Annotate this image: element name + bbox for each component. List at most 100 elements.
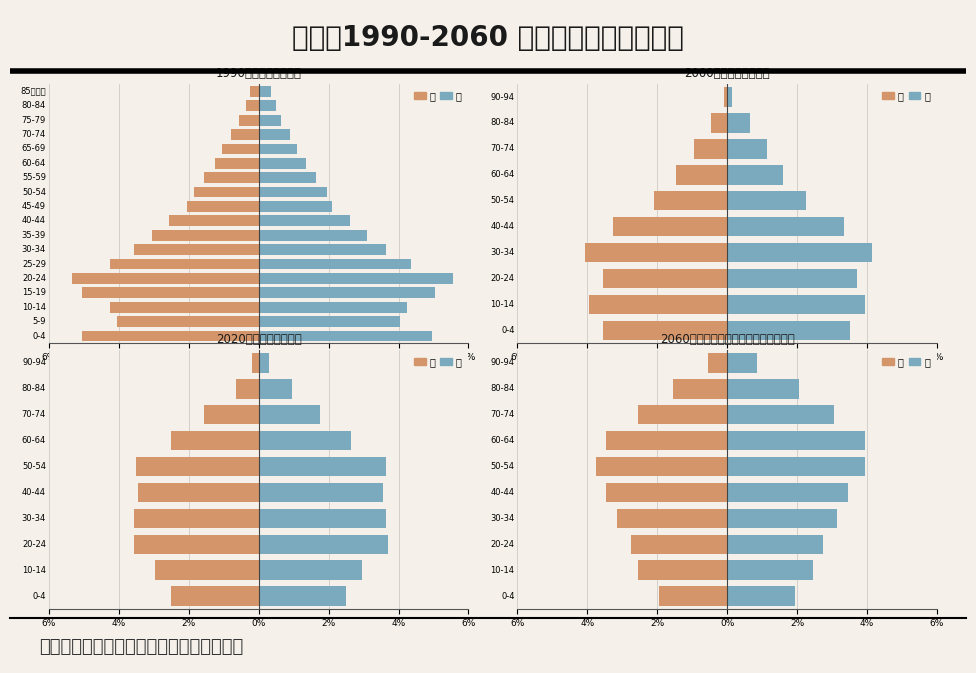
Title: 2060年中国人口金字塔（联合国预测）: 2060年中国人口金字塔（联合国预测）: [660, 333, 794, 346]
Bar: [259, 143, 297, 154]
Bar: [659, 586, 727, 606]
Bar: [171, 431, 259, 450]
Bar: [727, 483, 848, 502]
Bar: [187, 201, 259, 212]
Bar: [727, 191, 806, 211]
Bar: [603, 320, 727, 340]
Bar: [82, 330, 259, 341]
Legend: 男, 女: 男, 女: [880, 89, 932, 103]
Bar: [82, 287, 259, 298]
Bar: [727, 586, 795, 606]
Bar: [727, 534, 824, 554]
Bar: [259, 244, 386, 255]
Bar: [259, 483, 383, 502]
Legend: 男, 女: 男, 女: [412, 89, 464, 103]
Bar: [170, 215, 259, 226]
Bar: [596, 457, 727, 476]
Bar: [727, 405, 834, 425]
Bar: [110, 302, 259, 313]
Bar: [135, 534, 259, 554]
Bar: [727, 87, 732, 107]
Bar: [259, 201, 332, 212]
Bar: [259, 379, 292, 398]
Bar: [676, 165, 727, 184]
Bar: [259, 316, 400, 327]
Bar: [630, 534, 727, 554]
Bar: [723, 87, 727, 107]
Bar: [694, 139, 727, 159]
Title: 2020年中国人口金字塔: 2020年中国人口金字塔: [216, 333, 302, 346]
Bar: [135, 244, 259, 255]
Legend: 男, 女: 男, 女: [412, 355, 464, 369]
Bar: [259, 129, 290, 140]
Bar: [727, 139, 767, 159]
Bar: [617, 509, 727, 528]
Bar: [727, 379, 798, 398]
Bar: [259, 186, 327, 197]
Bar: [259, 586, 346, 606]
Bar: [259, 330, 431, 341]
Bar: [117, 316, 259, 327]
Bar: [712, 113, 727, 133]
Bar: [250, 86, 259, 97]
Bar: [259, 86, 271, 97]
Bar: [259, 405, 320, 425]
Bar: [259, 273, 453, 284]
Text: 资料来源：国家统计局，联合国，育娲人口: 资料来源：国家统计局，联合国，育娲人口: [39, 639, 243, 656]
Bar: [259, 114, 281, 125]
Bar: [110, 258, 259, 269]
Bar: [586, 243, 727, 262]
Bar: [638, 405, 727, 425]
Bar: [259, 258, 411, 269]
Bar: [727, 457, 866, 476]
Bar: [71, 273, 259, 284]
Bar: [246, 100, 259, 111]
Bar: [138, 483, 259, 502]
Bar: [152, 230, 259, 241]
Bar: [727, 561, 813, 580]
Bar: [614, 217, 727, 236]
Bar: [727, 295, 866, 314]
Bar: [589, 295, 727, 314]
Bar: [672, 379, 727, 398]
Bar: [259, 158, 305, 169]
Text: 图表：1990-2060 年中国人口年龄金字塔: 图表：1990-2060 年中国人口年龄金字塔: [292, 24, 684, 52]
Bar: [259, 457, 386, 476]
Bar: [215, 158, 259, 169]
Bar: [727, 217, 844, 236]
Bar: [638, 561, 727, 580]
Bar: [259, 534, 388, 554]
Bar: [727, 431, 866, 450]
Bar: [204, 172, 259, 183]
Bar: [239, 114, 259, 125]
Bar: [727, 509, 837, 528]
Bar: [603, 269, 727, 288]
Bar: [259, 215, 349, 226]
Bar: [727, 243, 873, 262]
Bar: [708, 353, 727, 373]
Bar: [727, 320, 849, 340]
Bar: [259, 561, 362, 580]
Bar: [155, 561, 259, 580]
Bar: [727, 165, 783, 184]
Legend: 男, 女: 男, 女: [880, 355, 932, 369]
Bar: [135, 509, 259, 528]
Bar: [259, 302, 407, 313]
Bar: [606, 483, 727, 502]
Bar: [727, 353, 756, 373]
Title: 1990年中国人口金字塔: 1990年中国人口金字塔: [216, 67, 302, 80]
Bar: [654, 191, 727, 211]
Bar: [236, 379, 259, 398]
Bar: [230, 129, 259, 140]
Bar: [259, 509, 386, 528]
Bar: [259, 287, 435, 298]
Title: 2000年中国人口金字塔: 2000年中国人口金字塔: [684, 67, 770, 80]
Bar: [259, 431, 351, 450]
Bar: [194, 186, 259, 197]
Bar: [204, 405, 259, 425]
Bar: [259, 230, 367, 241]
Bar: [606, 431, 727, 450]
Bar: [171, 586, 259, 606]
Bar: [259, 172, 316, 183]
Bar: [222, 143, 259, 154]
